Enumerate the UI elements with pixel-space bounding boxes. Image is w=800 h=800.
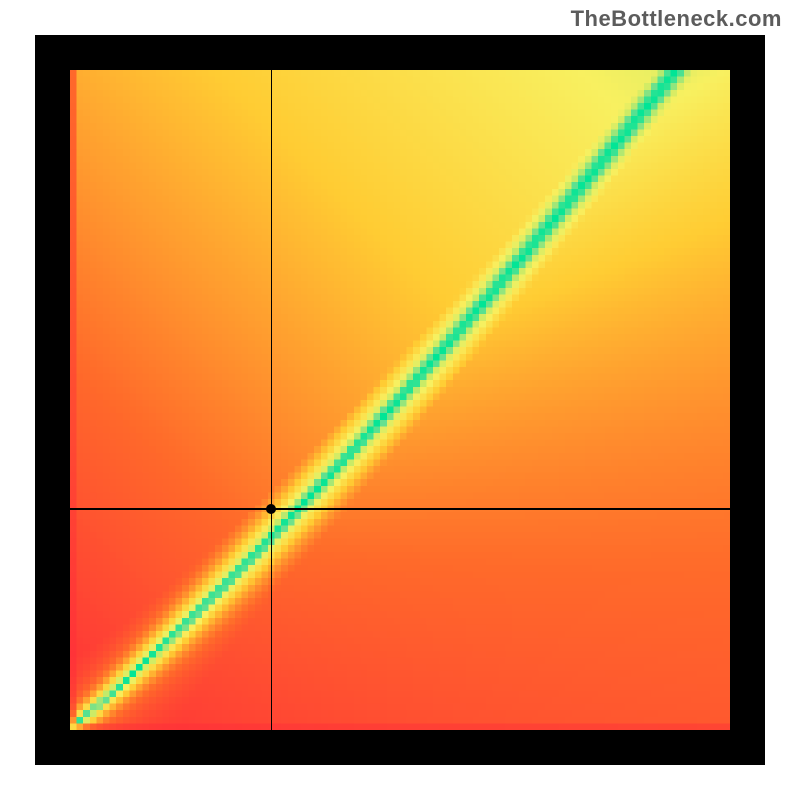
plot-frame-bottom <box>35 730 765 765</box>
plot-frame-left <box>35 35 70 765</box>
crosshair-vertical <box>271 70 273 730</box>
plot-frame-top <box>35 35 765 70</box>
watermark-text: TheBottleneck.com <box>571 6 782 32</box>
heatmap-plot <box>70 70 730 730</box>
chart-container: TheBottleneck.com <box>0 0 800 800</box>
crosshair-horizontal <box>70 508 730 510</box>
plot-frame-right <box>730 35 765 765</box>
heatmap-canvas <box>70 70 730 730</box>
